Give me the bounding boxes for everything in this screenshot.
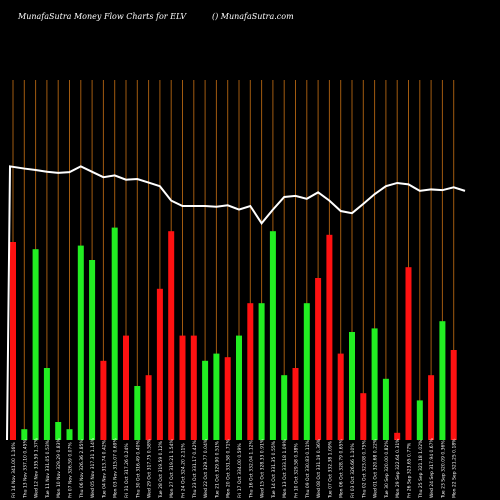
x-tick-label: Tue 30 Sep 320.00 0.82% <box>384 440 390 499</box>
x-tick-label: Fri 03 Oct 326.66 1.10% <box>350 443 356 498</box>
x-tick-label: Wed 05 Nov 317.31 1.14% <box>90 437 96 498</box>
x-tick-label: Tue 14 Oct 331.35 0.55% <box>271 440 277 499</box>
money-flow-bar <box>281 375 288 440</box>
money-flow-bar <box>236 335 242 440</box>
x-tick-label: Thu 09 Oct 330.83 0.11% <box>305 440 311 499</box>
x-tick-label: Thu 02 Oct 323.08 0.75% <box>361 440 367 499</box>
x-tick-label: Wed 08 Oct 331.19 0.36% <box>316 438 322 498</box>
money-flow-bar <box>394 432 401 440</box>
money-flow-bar <box>315 278 322 440</box>
price-line <box>6 165 466 441</box>
price-line-path <box>6 165 466 441</box>
money-flow-bar <box>303 303 310 440</box>
x-tick-label: Fri 31 Oct 317.26 0.24% <box>124 443 130 498</box>
money-flow-bar <box>123 335 129 440</box>
money-flow-bar <box>349 332 355 440</box>
x-tick-label: Tue 28 Oct 319.59 0.12% <box>158 440 164 499</box>
money-flow-bar <box>416 400 423 440</box>
chart-title: MunafaSutra Money Flow Charts for ELV <box>18 12 187 21</box>
money-flow-bar <box>134 386 141 440</box>
money-flow-bar <box>179 335 186 440</box>
money-flow-bar <box>450 350 457 440</box>
money-flow-bar <box>439 321 446 440</box>
chart-header: MunafaSutra Money Flow Charts for ELV ()… <box>0 0 500 30</box>
x-tick-label: Tue 11 Nov 331.05 0.53% <box>45 439 51 499</box>
money-flow-bar <box>258 303 265 440</box>
x-tick-label: Fri 24 Oct 324.20 2.11% <box>181 443 187 498</box>
money-flow-bar <box>100 360 107 440</box>
x-tick-label: Mon 10 Nov 329.29 0.83% <box>56 438 62 498</box>
money-flow-bar <box>213 353 220 440</box>
x-tick-label: Tue 21 Oct 329.90 0.51% <box>214 440 220 499</box>
money-flow-bar <box>337 353 344 440</box>
money-flow-bar <box>10 242 16 440</box>
money-flow-bar <box>156 288 163 440</box>
x-tick-label: Wed 22 Oct 329.77 0.04% <box>203 438 209 498</box>
x-tick-label: Tue 23 Sep 320.09 0.36% <box>440 440 446 499</box>
x-tick-label: Mon 03 Nov 315.07 0.69% <box>113 438 119 498</box>
money-flow-bar <box>168 231 175 440</box>
x-tick-label: Mon 20 Oct 331.58 0.71% <box>226 439 232 498</box>
money-flow-bar <box>428 375 435 440</box>
money-flow-bar <box>77 245 84 440</box>
money-flow-bar <box>224 357 231 440</box>
money-flow-bar <box>292 368 299 440</box>
x-tick-label: Fri 26 Sep 323.65 0.77% <box>407 442 413 498</box>
x-tick-label: Thu 13 Nov 337.10 0.45% <box>22 439 28 499</box>
money-flow-bar <box>55 422 62 440</box>
x-tick-label: Thu 30 Oct 316.49 0.40% <box>135 440 141 499</box>
money-flow-bar <box>32 249 39 440</box>
x-tick-label: Wed 01 Oct 320.68 0.22% <box>373 438 379 498</box>
money-flow-bar <box>89 260 96 440</box>
money-flow-bar <box>382 378 389 440</box>
money-flow-bar <box>371 328 378 440</box>
money-flow-bar <box>326 234 333 440</box>
money-flow-bar <box>21 429 28 440</box>
x-tick-label: Thu 06 Nov 326.36 2.85% <box>79 439 85 499</box>
money-flow-bar <box>190 335 197 440</box>
money-flow-bar <box>43 368 50 440</box>
x-tick-label: Mon 06 Oct 328.79 0.65% <box>339 439 345 498</box>
money-flow-bar <box>202 360 209 440</box>
money-flow-bar <box>269 231 276 440</box>
x-tick-label: Wed 12 Nov 335.59 1.37% <box>34 437 40 498</box>
x-tick-label: Mon 27 Oct 319.21 1.54% <box>169 439 175 498</box>
x-tick-label: Thu 16 Oct 332.04 1.12% <box>248 440 254 499</box>
money-flow-bar <box>66 429 73 440</box>
site-credit: () MunafaSutra.com <box>212 12 294 21</box>
x-tick-label: Wed 24 Sep 317.94 0.67% <box>429 437 435 498</box>
x-tick-label: Wed 15 Oct 328.33 0.91% <box>260 438 266 498</box>
x-tick-label: Fri 10 Oct 329.58 0.38% <box>294 443 300 498</box>
x-tick-label: Mon 13 Oct 333.18 1.09% <box>282 439 288 498</box>
money-flow-bar <box>111 227 118 440</box>
x-axis-labels: Fri 14 Nov 341.00 1.16% Thu 13 Nov 337.10… <box>11 437 458 499</box>
x-tick-label: Fri 07 Nov 326.59 0.07% <box>68 442 74 498</box>
x-tick-label: Fri 14 Nov 341.00 1.16% <box>11 442 17 498</box>
x-tick-label: Thu 23 Oct 331.17 0.42% <box>192 440 198 499</box>
x-tick-label: Fri 17 Oct 334.00 0.59% <box>237 443 243 498</box>
x-tick-label: Tue 04 Nov 313.74 0.42% <box>101 439 107 499</box>
x-tick-label: Tue 07 Oct 332.38 1.09% <box>327 440 333 499</box>
money-flow-bar <box>405 267 412 440</box>
x-tick-label: Mon 22 Sep 321.25 0.18% <box>452 438 458 498</box>
x-tick-label: Mon 29 Sep 322.64 0.31% <box>395 438 401 498</box>
money-flow-bar <box>145 375 152 440</box>
money-flow-bar <box>247 303 254 440</box>
money-flow-bar <box>360 393 367 440</box>
x-tick-label: Thu 25 Sep 321.18 1.02% <box>418 439 424 499</box>
money-flow-bars <box>10 227 457 440</box>
x-tick-label: Wed 29 Oct 317.75 0.58% <box>147 438 153 498</box>
